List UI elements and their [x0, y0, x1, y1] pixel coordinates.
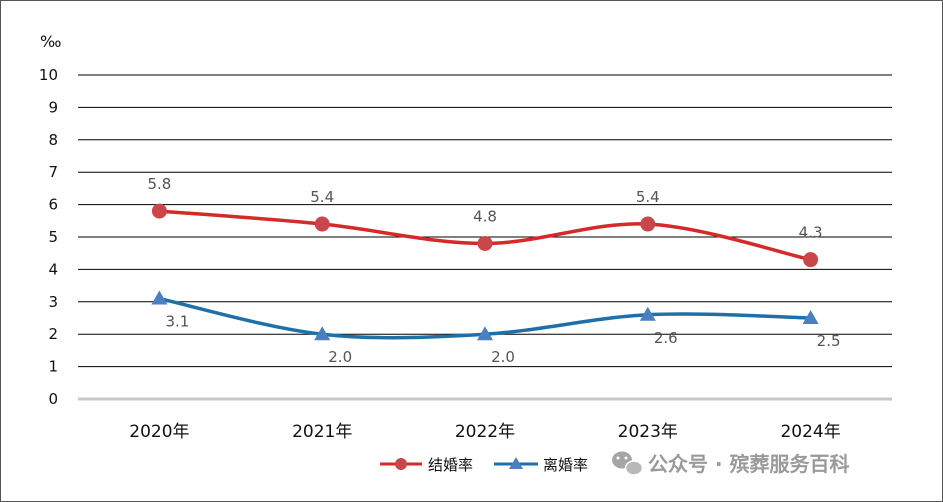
divorce-data-label: 2.0 — [491, 348, 515, 366]
divorce-data-label: 2.5 — [817, 332, 841, 350]
marriage-rate-point — [151, 203, 167, 219]
divorce-rate-point — [314, 326, 331, 341]
divorce-rate-point — [802, 310, 819, 324]
marriage-rate-point — [640, 216, 656, 232]
marriage-rate-point — [477, 235, 493, 251]
legend: 结婚率 离婚率 — [380, 456, 588, 474]
divorce-rate-point — [151, 290, 168, 305]
watermark-text: 公众号 · 殡葬服务百科 — [648, 452, 850, 476]
divorce-rate-point — [477, 326, 493, 341]
x-tick-label: 2022年 — [455, 422, 515, 442]
y-tick-label: 5 — [48, 228, 58, 246]
marriage-rate-point — [803, 252, 819, 268]
marriage-data-label: 5.4 — [636, 188, 660, 206]
y-tick-label: 10 — [39, 66, 58, 84]
legend-divorce-marker — [509, 457, 523, 469]
x-tick-label: 2023年 — [618, 422, 678, 442]
y-tick-label: 1 — [48, 358, 58, 376]
y-tick-label: 0 — [48, 390, 58, 408]
unit-label: ‰ — [40, 32, 61, 51]
y-tick-label: 6 — [48, 196, 58, 214]
watermark: 公众号 · 殡葬服务百科 — [612, 451, 850, 476]
divorce-rate-point — [639, 306, 656, 321]
legend-marriage-marker — [395, 458, 407, 470]
y-tick-label: 2 — [48, 325, 58, 343]
divorce-data-label: 3.1 — [165, 313, 189, 331]
divorce-data-label: 2.6 — [654, 329, 678, 347]
marriage-data-label: 4.8 — [473, 207, 497, 225]
marriage-data-label: 5.4 — [310, 188, 334, 206]
y-tick-label: 8 — [48, 131, 58, 149]
marriage-rate-point — [314, 216, 330, 232]
wechat-icon — [612, 451, 644, 476]
y-tick-label: 7 — [48, 163, 58, 181]
marriage-data-label: 5.8 — [147, 175, 171, 193]
y-tick-label: 4 — [48, 260, 58, 278]
legend-marriage-label: 结婚率 — [428, 456, 473, 474]
x-tick-label: 2024年 — [780, 422, 840, 442]
x-tick-label: 2021年 — [292, 422, 352, 442]
x-tick-label: 2020年 — [129, 422, 189, 442]
legend-divorce-label: 离婚率 — [543, 456, 588, 474]
divorce-data-label: 2.0 — [328, 348, 352, 366]
marriage-data-label: 4.3 — [799, 224, 823, 242]
y-tick-label: 3 — [48, 293, 58, 311]
y-tick-label: 9 — [48, 98, 58, 116]
